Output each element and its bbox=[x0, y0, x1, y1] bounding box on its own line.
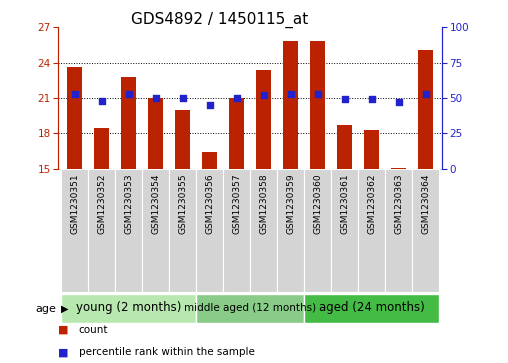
Text: middle aged (12 months): middle aged (12 months) bbox=[184, 303, 316, 313]
Text: GSM1230361: GSM1230361 bbox=[340, 174, 349, 234]
Point bbox=[206, 102, 214, 108]
Bar bbox=[385, 169, 412, 292]
Point bbox=[151, 95, 160, 101]
Point bbox=[98, 98, 106, 104]
Bar bbox=[148, 98, 163, 169]
Bar bbox=[337, 125, 352, 169]
Text: young (2 months): young (2 months) bbox=[76, 301, 181, 314]
Text: GSM1230364: GSM1230364 bbox=[421, 174, 430, 234]
Text: GSM1230351: GSM1230351 bbox=[70, 174, 79, 234]
Text: percentile rank within the sample: percentile rank within the sample bbox=[79, 347, 255, 358]
Bar bbox=[256, 70, 271, 169]
Bar bbox=[142, 169, 169, 292]
Text: GSM1230362: GSM1230362 bbox=[367, 174, 376, 234]
Bar bbox=[121, 77, 136, 169]
Point bbox=[395, 99, 403, 105]
Point bbox=[260, 92, 268, 98]
Bar bbox=[391, 168, 406, 169]
Bar bbox=[310, 41, 325, 169]
Text: count: count bbox=[79, 325, 108, 335]
Text: ▶: ▶ bbox=[61, 303, 69, 314]
Bar bbox=[364, 130, 379, 169]
Bar bbox=[304, 169, 331, 292]
Point bbox=[179, 95, 187, 101]
Bar bbox=[196, 169, 223, 292]
Bar bbox=[61, 294, 196, 323]
Bar bbox=[169, 169, 196, 292]
Bar bbox=[283, 41, 298, 169]
Text: GSM1230357: GSM1230357 bbox=[232, 174, 241, 234]
Text: aged (24 months): aged (24 months) bbox=[319, 301, 425, 314]
Bar bbox=[94, 127, 109, 169]
Text: GSM1230359: GSM1230359 bbox=[286, 174, 295, 234]
Point bbox=[341, 97, 349, 102]
Text: ■: ■ bbox=[58, 325, 69, 335]
Point bbox=[422, 91, 430, 97]
Bar bbox=[196, 294, 304, 323]
Point bbox=[287, 91, 295, 97]
Text: GSM1230355: GSM1230355 bbox=[178, 174, 187, 234]
Bar bbox=[331, 169, 358, 292]
Bar bbox=[88, 169, 115, 292]
Bar bbox=[358, 169, 385, 292]
Bar bbox=[229, 98, 244, 169]
Text: GSM1230358: GSM1230358 bbox=[259, 174, 268, 234]
Text: GSM1230352: GSM1230352 bbox=[97, 174, 106, 234]
Text: GDS4892 / 1450115_at: GDS4892 / 1450115_at bbox=[131, 12, 308, 28]
Bar bbox=[304, 294, 439, 323]
Point bbox=[233, 95, 241, 101]
Text: age: age bbox=[35, 303, 56, 314]
Bar bbox=[115, 169, 142, 292]
Text: GSM1230363: GSM1230363 bbox=[394, 174, 403, 234]
Text: ■: ■ bbox=[58, 347, 69, 358]
Point bbox=[124, 91, 133, 97]
Bar bbox=[418, 50, 433, 169]
Bar bbox=[250, 169, 277, 292]
Point bbox=[313, 91, 322, 97]
Bar bbox=[223, 169, 250, 292]
Text: GSM1230354: GSM1230354 bbox=[151, 174, 160, 234]
Text: GSM1230360: GSM1230360 bbox=[313, 174, 322, 234]
Bar bbox=[412, 169, 439, 292]
Bar bbox=[202, 152, 217, 169]
Point bbox=[368, 97, 376, 102]
Point bbox=[71, 91, 79, 97]
Bar bbox=[175, 110, 190, 169]
Text: GSM1230353: GSM1230353 bbox=[124, 174, 133, 234]
Bar bbox=[67, 68, 82, 169]
Bar bbox=[277, 169, 304, 292]
Text: GSM1230356: GSM1230356 bbox=[205, 174, 214, 234]
Bar bbox=[61, 169, 88, 292]
